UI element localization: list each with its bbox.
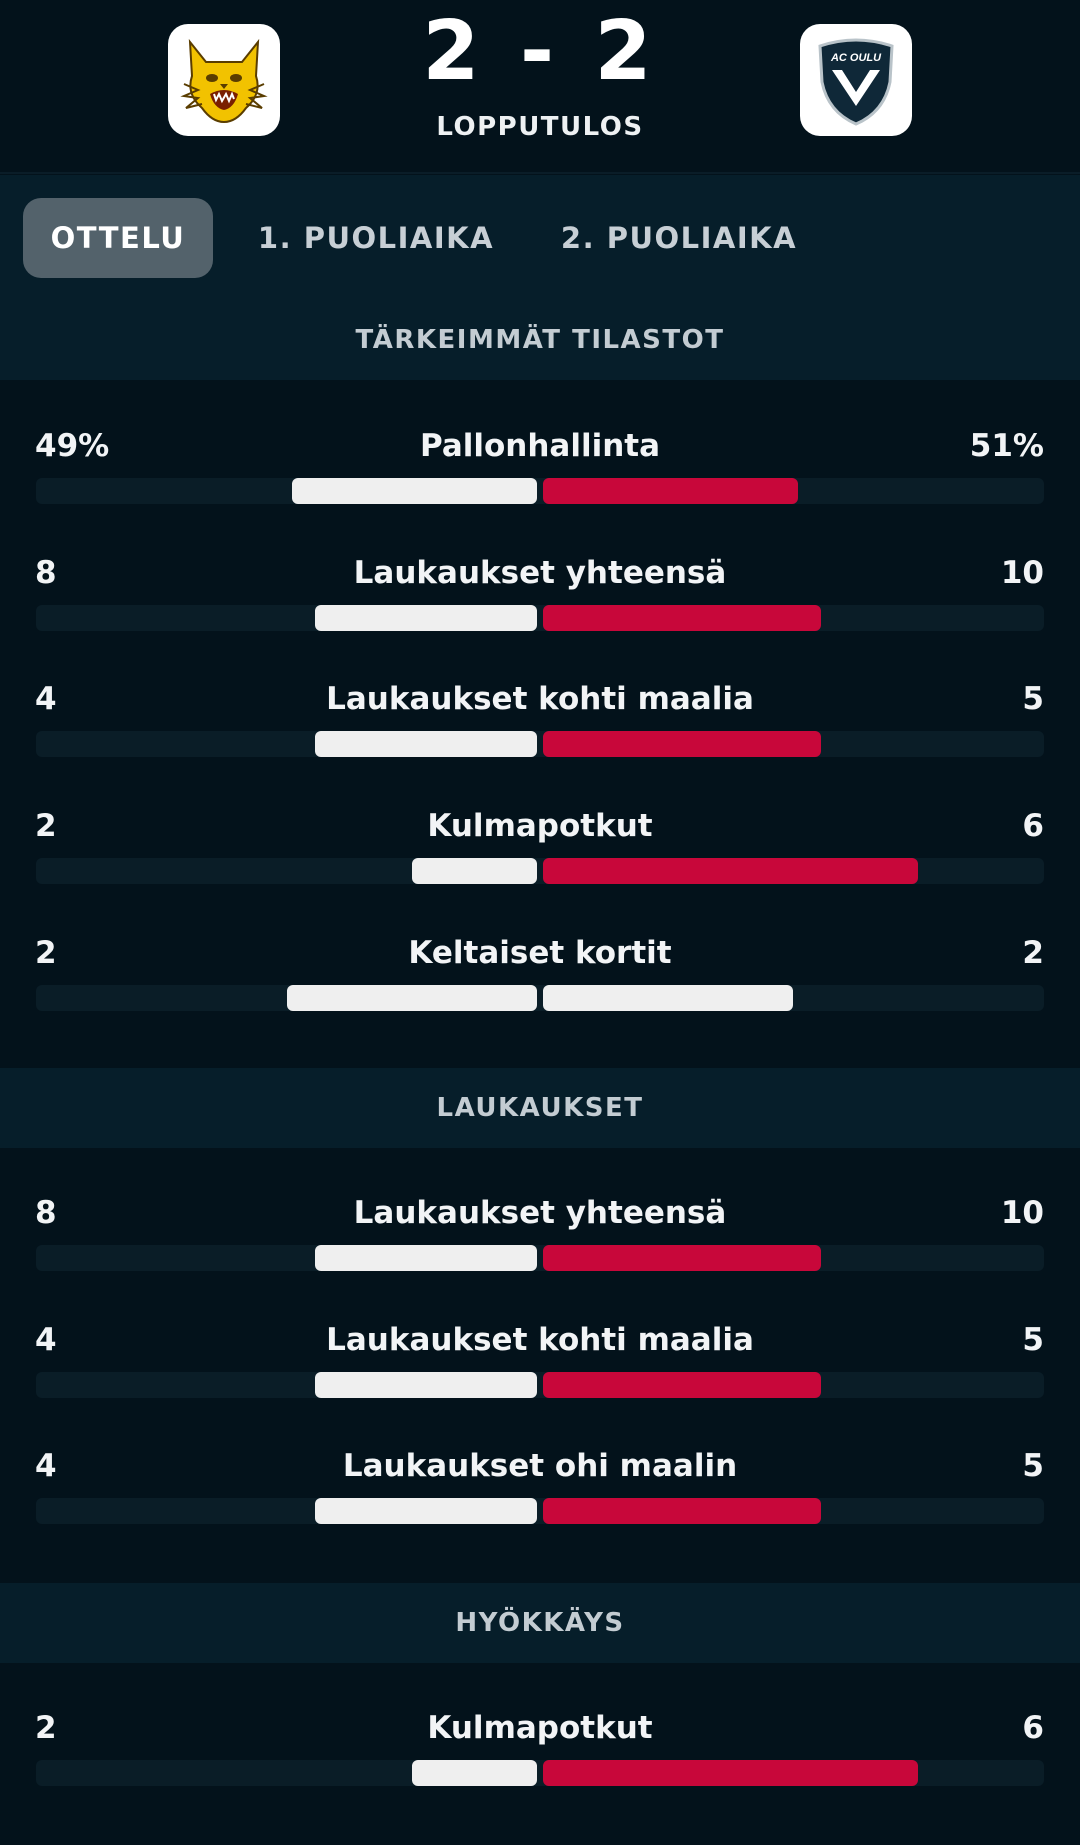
stat-label: Laukaukset kohti maalia [326, 1322, 754, 1358]
stat-home-value: 8 [35, 1195, 57, 1231]
ac-oulu-logo-text: AC OULU [830, 52, 882, 64]
stat-away-value: 6 [1022, 808, 1044, 844]
stat-row-possession: 49% Pallonhallinta 51% [0, 428, 1080, 528]
stat-home-value: 8 [35, 555, 57, 591]
stat-away-value: 6 [1022, 1710, 1044, 1746]
away-stat-bar [543, 478, 798, 504]
stat-bar-track [36, 1245, 1044, 1271]
stat-away-value: 5 [1022, 1448, 1044, 1484]
away-stat-bar [543, 1498, 821, 1524]
away-stat-bar [543, 1372, 821, 1398]
stat-home-value: 4 [35, 1322, 57, 1358]
lynx-icon [180, 38, 268, 124]
away-stat-bar [543, 731, 821, 757]
stat-bar-track [36, 1498, 1044, 1524]
stat-row-shots-off-target: 4 Laukaukset ohi maalin 5 [0, 1448, 1080, 1548]
home-stat-bar [315, 605, 537, 631]
section-header-key-stats: TÄRKEIMMÄT TILASTOT [0, 300, 1080, 380]
tab-first-half[interactable]: 1. PUOLIAIKA [257, 221, 495, 255]
stat-bar-track [36, 1372, 1044, 1398]
stat-home-value: 2 [35, 808, 57, 844]
stat-row-total-shots: 8 Laukaukset yhteensä 10 [0, 555, 1080, 655]
home-stat-bar [412, 858, 537, 884]
section-header-shots: LAUKAUKSET [0, 1068, 1080, 1148]
home-stat-bar [315, 1498, 537, 1524]
stat-away-value: 5 [1022, 1322, 1044, 1358]
stat-label: Laukaukset ohi maalin [342, 1448, 738, 1484]
stat-away-value: 2 [1022, 935, 1044, 971]
stat-home-value: 49% [35, 428, 110, 464]
away-stat-bar [543, 1245, 821, 1271]
stat-row-corners: 2 Kulmapotkut 6 [0, 808, 1080, 908]
ac-oulu-shield-icon: AC OULU [818, 38, 894, 126]
stat-home-value: 4 [35, 681, 57, 717]
stat-bar-track [36, 605, 1044, 631]
stat-bar-track [36, 731, 1044, 757]
tab-second-half[interactable]: 2. PUOLIAIKA [560, 221, 798, 255]
stat-home-value: 4 [35, 1448, 57, 1484]
match-header: 2 - 2 LOPPUTULOS AC OULU [0, 0, 1080, 174]
stat-bar-track [36, 478, 1044, 504]
away-stat-bar [543, 1760, 918, 1786]
stat-home-value: 2 [35, 935, 57, 971]
tab-ottelu[interactable]: OTTELU [23, 198, 213, 278]
home-stat-bar [315, 731, 537, 757]
stat-home-value: 2 [35, 1710, 57, 1746]
stat-label: Kulmapotkut [427, 1710, 653, 1746]
stat-away-value: 5 [1022, 681, 1044, 717]
stat-label: Kulmapotkut [427, 808, 653, 844]
stat-row-shots-on-target: 4 Laukaukset kohti maalia 5 [0, 681, 1080, 781]
stat-label: Laukaukset yhteensä [353, 555, 727, 591]
stat-label: Keltaiset kortit [408, 935, 672, 971]
stat-label: Laukaukset kohti maalia [326, 681, 754, 717]
away-stat-bar [543, 858, 918, 884]
stat-away-value: 10 [1000, 1195, 1044, 1231]
match-score: 2 - 2 [422, 4, 658, 99]
home-stat-bar [287, 985, 537, 1011]
stat-bar-track [36, 985, 1044, 1011]
section-header-attack: HYÖKKÄYS [0, 1583, 1080, 1663]
stat-row-yellow-cards: 2 Keltaiset kortit 2 [0, 935, 1080, 1035]
stat-away-value: 51% [969, 428, 1044, 464]
stat-row-shots-on-target: 4 Laukaukset kohti maalia 5 [0, 1322, 1080, 1422]
home-stat-bar [412, 1760, 537, 1786]
away-stat-bar [543, 985, 793, 1011]
stat-away-value: 10 [1000, 555, 1044, 591]
home-stat-bar [292, 478, 537, 504]
home-stat-bar [315, 1372, 537, 1398]
home-team-logo[interactable] [168, 24, 280, 136]
away-stat-bar [543, 605, 821, 631]
stat-row-corners: 2 Kulmapotkut 6 [0, 1710, 1080, 1810]
stat-label: Laukaukset yhteensä [353, 1195, 727, 1231]
away-team-logo[interactable]: AC OULU [800, 24, 912, 136]
home-stat-bar [315, 1245, 537, 1271]
period-tabs: OTTELU 1. PUOLIAIKA 2. PUOLIAIKA [0, 175, 1080, 300]
match-status: LOPPUTULOS [436, 112, 644, 142]
stat-row-total-shots: 8 Laukaukset yhteensä 10 [0, 1195, 1080, 1295]
stat-label: Pallonhallinta [419, 428, 661, 464]
